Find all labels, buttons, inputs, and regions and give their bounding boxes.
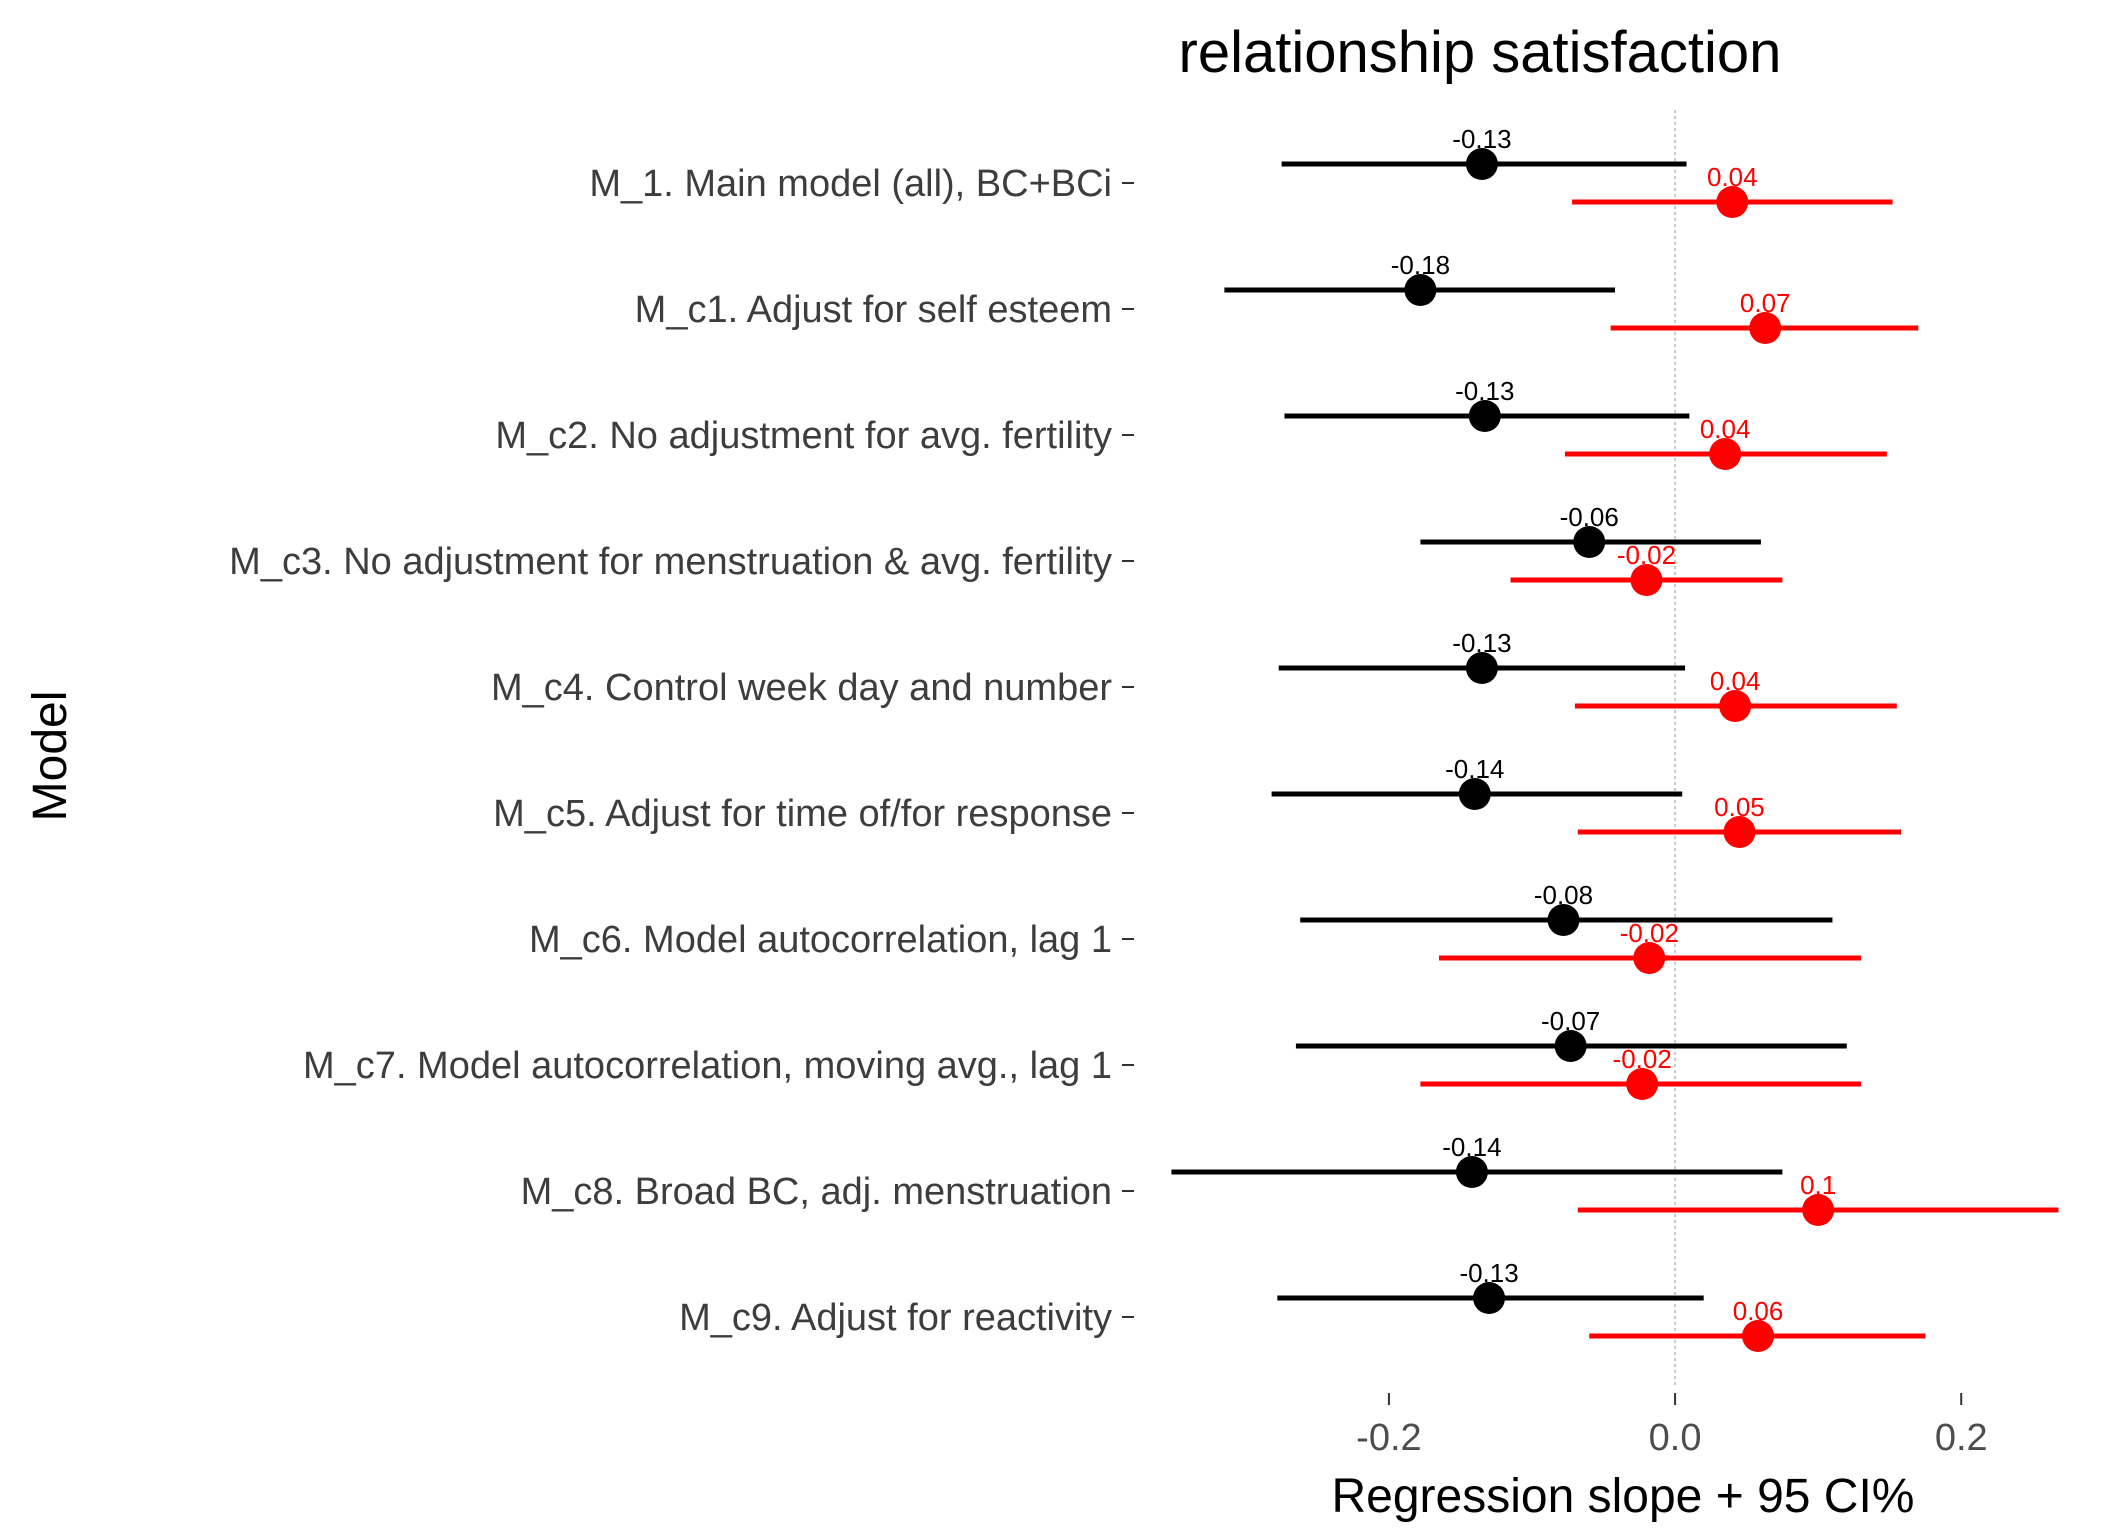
chart-title: relationship satisfaction — [1179, 20, 1782, 85]
estimate-point-red — [1802, 1194, 1835, 1226]
estimate-label-black: -0.13 — [1452, 628, 1511, 658]
estimate-point-black — [1473, 1282, 1506, 1314]
y-category-label: M_c1. Adjust for self esteem — [635, 289, 1112, 331]
x-tick-label: 0.2 — [1935, 1417, 1988, 1459]
estimate-label-red: 0.1 — [1800, 1170, 1836, 1200]
plot-area: -0.2 0.0 0.2 M_1. Main model (all), BC+BCi M… — [229, 110, 2059, 1459]
estimate-label-black: -0.13 — [1452, 124, 1511, 154]
estimate-label-black: -0.13 — [1459, 1258, 1518, 1288]
estimate-point-black — [1455, 1156, 1488, 1188]
estimate-label-black: -0.18 — [1391, 250, 1450, 280]
y-category-label: M_c7. Model autocorrelation, moving avg.… — [303, 1045, 1112, 1087]
estimate-point-black — [1465, 148, 1498, 180]
estimate-label-black: -0.14 — [1445, 754, 1504, 784]
y-axis-label: Model — [24, 691, 77, 822]
estimate-label-black: -0.13 — [1455, 376, 1514, 406]
estimate-point-red — [1749, 312, 1782, 344]
estimate-label-black: -0.14 — [1442, 1132, 1501, 1162]
y-category-label: M_1. Main model (all), BC+BCi — [589, 163, 1112, 205]
estimate-point-red — [1723, 816, 1756, 848]
estimate-point-red — [1719, 690, 1752, 722]
estimate-point-black — [1573, 526, 1606, 558]
estimate-point-red — [1626, 1068, 1659, 1100]
estimate-point-red — [1633, 942, 1666, 974]
estimate-label-red: 0.05 — [1714, 792, 1765, 822]
estimate-point-red — [1742, 1320, 1775, 1352]
y-category-label: M_c3. No adjustment for menstruation & a… — [229, 541, 1112, 583]
x-axis-label: Regression slope + 95 CI% — [1332, 1470, 1915, 1523]
estimate-label-black: -0.08 — [1534, 880, 1593, 910]
estimate-point-black — [1458, 778, 1491, 810]
estimate-point-black — [1554, 1030, 1587, 1062]
y-category-label: M_c4. Control week day and number — [491, 667, 1112, 709]
x-tick-label: 0.0 — [1649, 1417, 1702, 1459]
estimate-point-black — [1465, 652, 1498, 684]
estimate-label-red: -0.02 — [1620, 918, 1679, 948]
estimate-label-red: 0.04 — [1700, 414, 1751, 444]
estimate-point-black — [1468, 400, 1501, 432]
y-category-label: M_c6. Model autocorrelation, lag 1 — [529, 919, 1112, 961]
estimate-point-black — [1547, 904, 1580, 936]
x-tick-label: -0.2 — [1356, 1417, 1421, 1459]
estimate-label-red: -0.02 — [1613, 1044, 1672, 1074]
estimate-point-red — [1716, 186, 1749, 218]
estimate-label-black: -0.07 — [1541, 1006, 1600, 1036]
y-category-label: M_c8. Broad BC, adj. menstruation — [521, 1171, 1112, 1213]
y-category-label: M_c9. Adjust for reactivity — [679, 1297, 1112, 1339]
estimate-point-red — [1630, 564, 1663, 596]
estimate-label-black: -0.06 — [1560, 502, 1619, 532]
y-category-label: M_c5. Adjust for time of/for response — [493, 793, 1112, 835]
estimate-point-black — [1404, 274, 1437, 306]
estimate-label-red: -0.02 — [1617, 540, 1676, 570]
estimate-label-red: 0.04 — [1710, 666, 1761, 696]
estimate-label-red: 0.07 — [1740, 288, 1791, 318]
estimate-point-red — [1709, 438, 1742, 470]
y-category-label: M_c2. No adjustment for avg. fertility — [495, 415, 1112, 457]
estimate-label-red: 0.04 — [1707, 162, 1758, 192]
estimate-label-red: 0.06 — [1733, 1296, 1784, 1326]
